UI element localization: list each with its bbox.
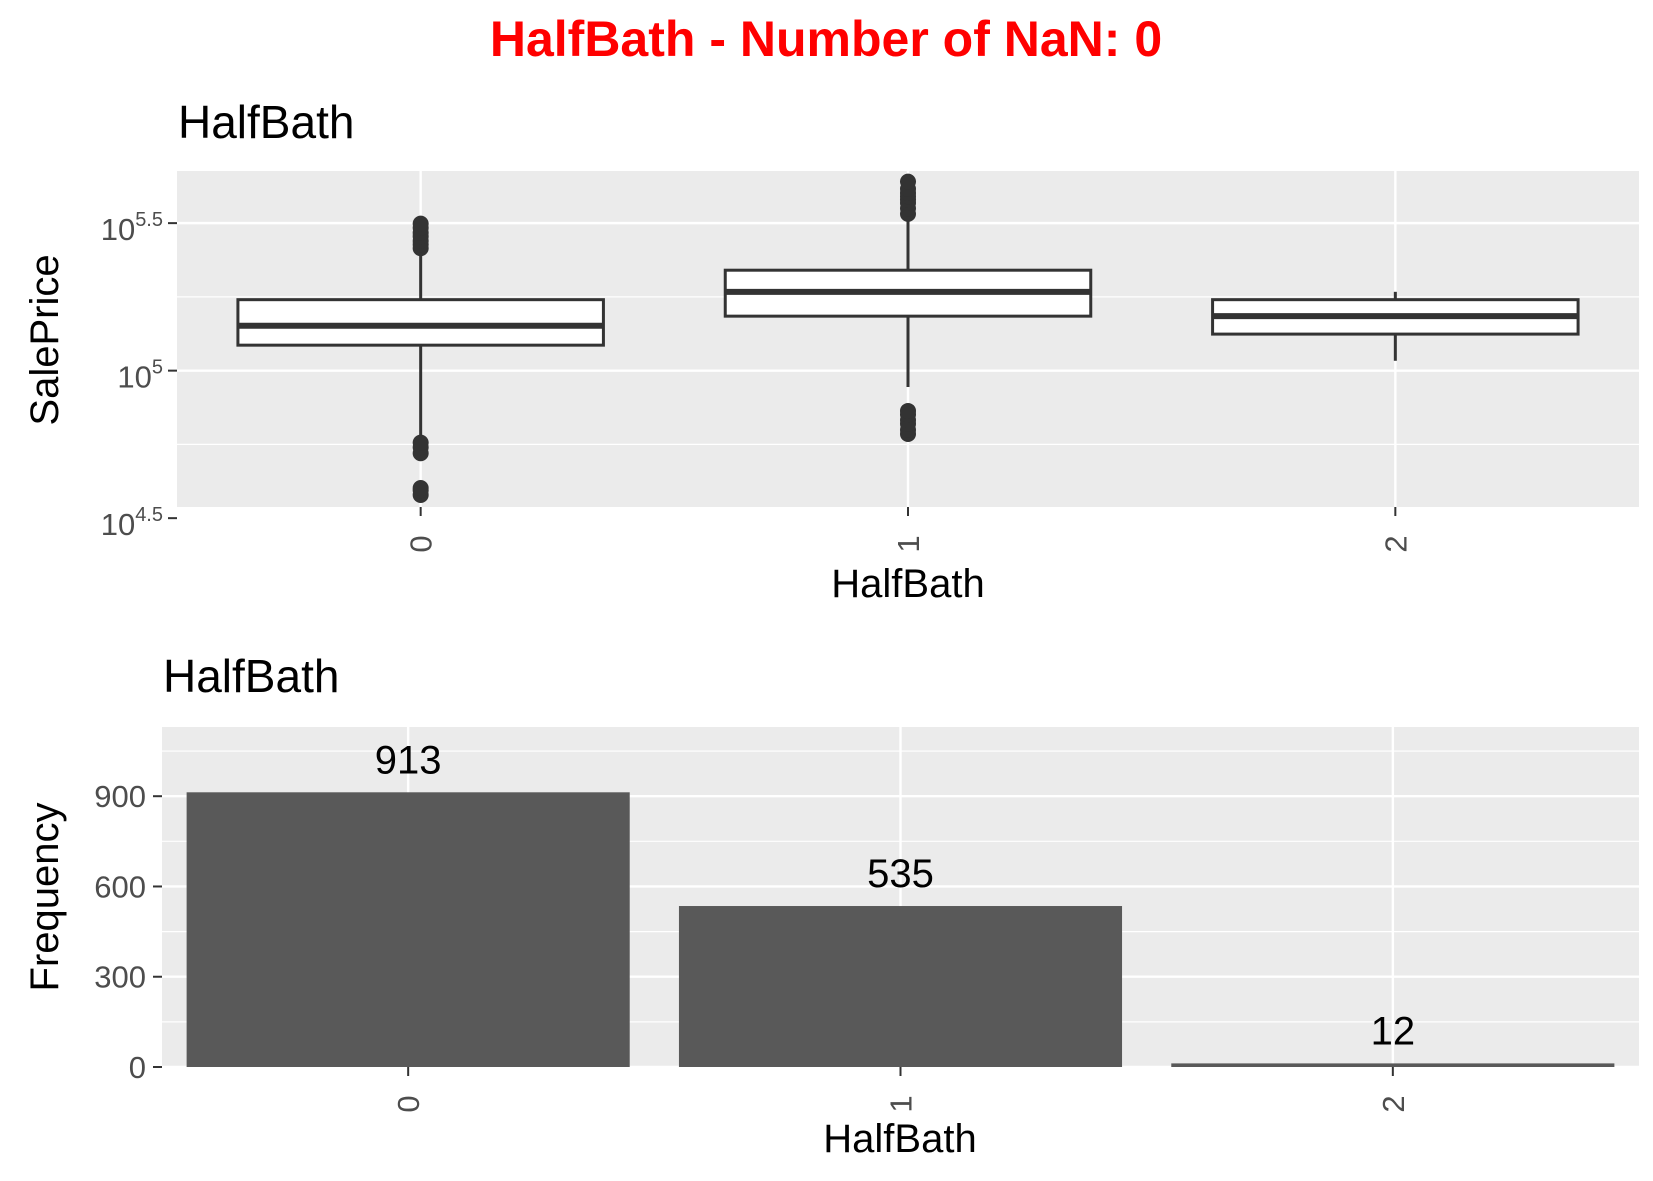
boxplot-x-tick-label: 0: [404, 535, 439, 552]
bar-data-label: 535: [867, 852, 934, 896]
box-1: [723, 173, 1093, 442]
bar-y-axis-title: Frequency: [23, 803, 67, 992]
outlier-point: [412, 480, 429, 497]
main-title: HalfBath - Number of NaN: 0: [490, 11, 1162, 67]
outlier-point: [900, 173, 916, 190]
boxplot-chart: HalfBath 104.5 105 105.5 0 1 2 HalfBath Sale…: [23, 96, 1639, 606]
bar-y-tick-label: 300: [94, 960, 146, 995]
bar-x-axis-title: HalfBath: [823, 1117, 976, 1161]
outlier-point: [412, 215, 429, 232]
bar-data-label: 913: [375, 738, 442, 782]
boxplot-x-tick-label: 2: [1378, 535, 1413, 552]
bar-0: [186, 792, 630, 1067]
bar-2: [1171, 1063, 1615, 1067]
boxplot-y-tick-label: 104.5: [101, 504, 163, 542]
bar-y-tick-label: 0: [129, 1050, 146, 1085]
box-0: [236, 215, 605, 503]
bar-x-tick-label: 1: [884, 1095, 919, 1112]
box-iqr: [236, 298, 605, 347]
bar-y-axis: 0 300 600 900: [94, 779, 162, 1085]
bar-marks: 913 535 12: [186, 738, 1615, 1067]
boxplot-y-tick-label: 105: [117, 357, 163, 395]
boxplot-y-axis: 104.5 105 105.5: [101, 209, 177, 542]
box-2: [1211, 291, 1580, 361]
outlier-point: [900, 402, 916, 419]
boxplot-y-tick-label: 105.5: [101, 209, 163, 247]
boxplot-x-axis: 0 1 2: [404, 507, 1413, 553]
bar-y-tick-label: 900: [94, 779, 146, 814]
bar-chart-title: HalfBath: [163, 650, 339, 702]
boxplot-y-axis-title: SalePrice: [23, 254, 67, 425]
boxplot-title: HalfBath: [178, 96, 354, 148]
bar-x-tick-label: 0: [391, 1095, 426, 1112]
boxplot-marks: [236, 173, 1580, 503]
outlier-point: [412, 434, 429, 451]
bar-1: [678, 906, 1123, 1067]
bar-x-tick-label: 2: [1376, 1095, 1411, 1112]
bar-x-axis: 0 1 2: [391, 1067, 1411, 1113]
boxplot-x-tick-label: 1: [891, 535, 926, 552]
bar-data-label: 12: [1371, 1009, 1416, 1053]
boxplot-x-axis-title: HalfBath: [831, 562, 984, 606]
bar-y-tick-label: 600: [94, 869, 146, 904]
